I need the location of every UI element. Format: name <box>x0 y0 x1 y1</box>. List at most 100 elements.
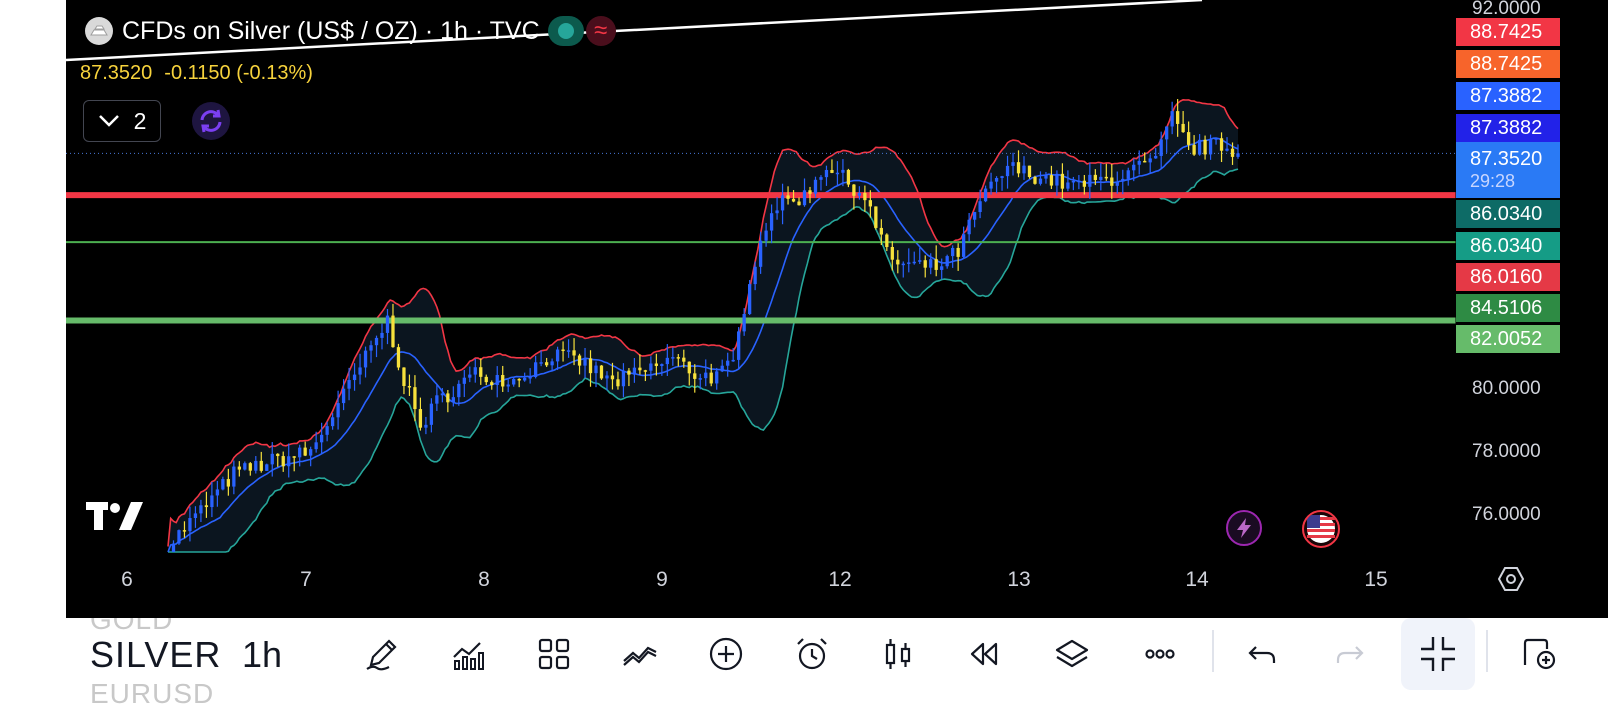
candle-body <box>1126 170 1130 179</box>
candle-body <box>605 375 609 379</box>
indicators-count: 2 <box>133 107 147 134</box>
candle-body <box>506 384 510 387</box>
chart-type-button[interactable] <box>876 632 920 676</box>
economic-events-button[interactable] <box>1302 510 1340 548</box>
candle-body <box>824 169 829 178</box>
candle-body <box>813 179 818 194</box>
candle-body <box>638 367 642 371</box>
layout-button[interactable] <box>532 632 576 676</box>
candle-body <box>983 188 988 202</box>
candle-body <box>396 347 401 368</box>
chart-area[interactable]: CFDs on Silver (US$ / OZ) · 1h · TVC ≈ 8… <box>66 0 1608 618</box>
bollinger-middle-line <box>167 137 1239 553</box>
candle-body <box>665 357 669 365</box>
indicators-button[interactable] <box>446 632 490 676</box>
candle-body <box>418 409 423 428</box>
add-watchlist-button[interactable] <box>1516 632 1560 676</box>
candle-body <box>863 192 867 201</box>
candle-body <box>210 495 214 508</box>
candle-body <box>374 337 379 346</box>
price-chart[interactable] <box>66 0 1608 618</box>
settings-hexagon-icon <box>1497 567 1525 591</box>
candle-body <box>1225 148 1229 151</box>
market-open-badge[interactable] <box>547 16 584 46</box>
replay-button[interactable] <box>962 632 1006 676</box>
candle-body <box>1049 175 1054 186</box>
compare-button[interactable] <box>618 632 662 676</box>
candle-body <box>929 259 933 268</box>
candle-body <box>994 177 999 182</box>
indicators-toggle-button[interactable]: 2 <box>83 100 161 142</box>
candle-body <box>259 460 263 471</box>
candle-body <box>1055 173 1059 186</box>
candle-body <box>325 426 329 435</box>
candle-body <box>1110 177 1114 186</box>
candle-body <box>544 362 549 366</box>
candle-body <box>276 453 280 457</box>
wave-badge-icon[interactable]: ≈ <box>585 16 616 46</box>
candle-body <box>1148 158 1152 163</box>
price-tag: 88.7425 <box>1456 50 1560 78</box>
symbol-title[interactable]: CFDs on Silver (US$ / OZ) · 1h · TVC <box>122 16 540 45</box>
candle-body <box>621 370 626 387</box>
bolt-button[interactable] <box>1226 510 1262 546</box>
candle-body <box>852 184 856 196</box>
candle-body <box>407 386 412 388</box>
candle-body <box>1132 164 1136 171</box>
candle-body <box>319 434 324 443</box>
chart-settings-button[interactable] <box>1497 566 1525 597</box>
undo-button[interactable] <box>1240 632 1284 676</box>
candle-body <box>660 364 664 366</box>
candle-body <box>896 259 900 265</box>
candle-body <box>632 367 637 375</box>
candle-body <box>1104 176 1108 179</box>
candle-body <box>940 266 944 270</box>
symbol-header[interactable]: CFDs on Silver (US$ / OZ) · 1h · TVC ≈ <box>84 14 616 48</box>
more-icon <box>1145 649 1175 659</box>
candle-body <box>1159 139 1163 156</box>
symbol-current[interactable]: SILVER <box>90 634 220 675</box>
candle-body <box>523 377 527 381</box>
candle-body <box>780 195 785 211</box>
candle-body <box>956 247 960 257</box>
symbol-picker[interactable]: GOLD SILVER EURUSD <box>90 618 220 720</box>
add-button[interactable] <box>704 632 748 676</box>
fullscreen-exit-button[interactable] <box>1401 618 1475 690</box>
sync-button[interactable] <box>192 102 230 140</box>
candle-body <box>462 377 466 384</box>
candle-body <box>961 234 966 257</box>
candle-body <box>1099 176 1103 181</box>
add-icon <box>709 637 743 671</box>
candle-body <box>769 213 774 231</box>
drawing-tools-button[interactable] <box>360 632 404 676</box>
candle-body <box>528 377 532 379</box>
candle-body <box>1044 175 1048 179</box>
more-button[interactable] <box>1138 632 1182 676</box>
candle-body <box>874 206 878 228</box>
candle-body <box>901 263 905 266</box>
interval-button[interactable]: 1h <box>242 634 283 675</box>
candle-body <box>846 169 851 185</box>
candle-body <box>841 169 845 173</box>
candle-body <box>1093 174 1097 181</box>
redo-button[interactable] <box>1328 632 1372 676</box>
candle-body <box>314 442 318 450</box>
symbol-next[interactable]: EURUSD <box>90 678 215 709</box>
toolbar-divider <box>1486 630 1488 672</box>
candle-body <box>912 261 916 264</box>
candle-body <box>1022 165 1026 174</box>
candle-body <box>1077 180 1081 183</box>
candle-body <box>1214 138 1218 140</box>
last-price: 87.3520 <box>80 62 153 84</box>
candle-body <box>1181 123 1185 133</box>
symbol-prev[interactable]: GOLD <box>90 618 174 635</box>
candle-body <box>265 464 269 471</box>
alert-button[interactable] <box>790 632 834 676</box>
candle-body <box>989 181 993 189</box>
candle-body <box>429 403 434 425</box>
objects-tree-button[interactable] <box>1050 632 1094 676</box>
candle-body <box>868 200 873 207</box>
x-axis-label: 12 <box>828 568 852 591</box>
x-axis-label: 13 <box>1007 568 1031 591</box>
x-axis-label: 6 <box>121 568 133 591</box>
